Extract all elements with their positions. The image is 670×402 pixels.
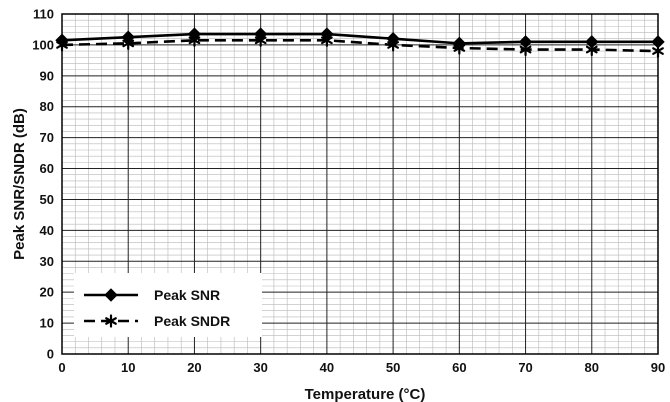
y-tick-label: 110	[33, 7, 54, 22]
legend-item: Peak SNDR	[84, 313, 230, 329]
y-tick-label: 70	[40, 130, 54, 145]
series-layer	[55, 27, 665, 58]
data-point	[188, 33, 201, 47]
y-tick-label: 30	[40, 254, 54, 269]
major-grid	[61, 13, 659, 355]
x-tick-label: 90	[651, 360, 665, 375]
y-tick-label: 10	[40, 316, 54, 331]
y-tick-label: 20	[40, 285, 54, 300]
data-point	[453, 41, 466, 55]
x-tick-label: 50	[386, 360, 400, 375]
y-tick-label: 80	[40, 99, 54, 114]
y-tick-label: 100	[32, 37, 54, 52]
y-tick-label: 0	[47, 347, 54, 362]
y-axis-ticks: 0 10 20 30 40 50 60 70 80 90 100 110	[32, 7, 54, 362]
legend-item: Peak SNR	[84, 287, 220, 303]
x-tick-label: 40	[320, 360, 334, 375]
x-tick-label: 30	[253, 360, 267, 375]
x-tick-label: 70	[518, 360, 532, 375]
legend: Peak SNR Peak SNDR	[74, 273, 262, 337]
data-point	[652, 44, 664, 58]
plot-frame	[61, 13, 659, 355]
legend-items: Peak SNR Peak SNDR	[84, 287, 230, 329]
series-line	[61, 38, 659, 53]
legend-box	[74, 273, 262, 337]
minor-grid	[62, 14, 658, 354]
data-point	[254, 33, 267, 47]
y-axis-label: Peak SNR/SNDR (dB)	[11, 108, 28, 260]
series-line	[61, 32, 658, 45]
data-point	[122, 36, 135, 50]
x-tick-label: 60	[452, 360, 466, 375]
legend-marker	[104, 288, 118, 302]
data-point	[387, 38, 399, 52]
data-point	[585, 42, 598, 57]
x-axis-ticks: 0 10 20 30 40 50 60 70 80 90	[58, 360, 665, 375]
legend-marker	[105, 314, 117, 328]
data-point	[519, 42, 532, 57]
x-tick-label: 0	[58, 360, 65, 375]
y-tick-label: 60	[40, 161, 54, 176]
legend-label: Peak SNR	[154, 287, 220, 303]
y-tick-label: 90	[40, 68, 54, 83]
data-point	[56, 38, 68, 52]
y-tick-label: 40	[40, 223, 54, 238]
x-tick-label: 20	[187, 360, 201, 375]
x-tick-label: 10	[121, 360, 135, 375]
legend-label: Peak SNDR	[154, 313, 230, 329]
y-tick-label: 50	[40, 192, 54, 207]
series-peak-sndr	[56, 33, 664, 58]
data-point	[321, 33, 333, 47]
x-axis-label: Temperature (°C)	[305, 386, 426, 402]
x-tick-label: 80	[585, 360, 599, 375]
